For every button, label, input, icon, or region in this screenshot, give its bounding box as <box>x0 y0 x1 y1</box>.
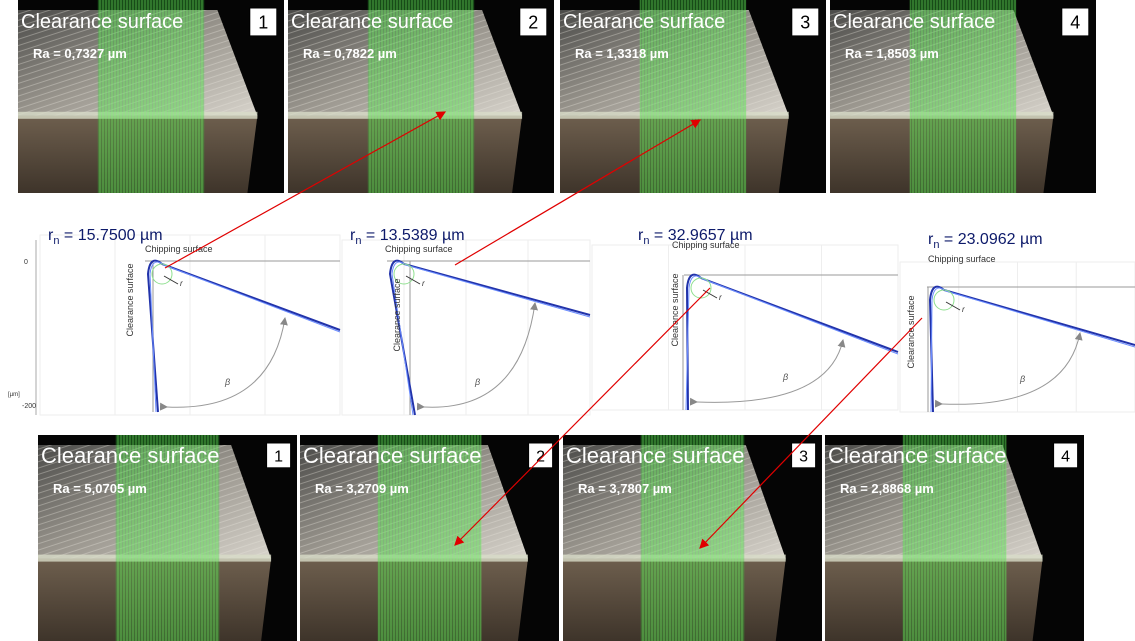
panel-number: 3 <box>799 448 808 465</box>
roughness-label: Ra = 0,7327 µm <box>33 46 127 61</box>
chipping-label: Chipping surface <box>145 244 213 254</box>
panel-number: 2 <box>528 13 538 33</box>
panel-number: 2 <box>536 448 545 465</box>
roughness-label: Ra = 2,8868 µm <box>840 481 934 496</box>
panel-number: 1 <box>258 13 268 33</box>
axis-unit-label: [µm] <box>8 392 20 398</box>
micrograph-panel: Clearance surface 4 Ra = 1,8503 µm <box>830 0 1096 193</box>
micrograph-panel: Clearance surface 3 Ra = 3,7807 µm <box>563 435 822 641</box>
radius-value: = 15.7500 µm <box>59 227 162 244</box>
roughness-label: Ra = 3,2709 µm <box>315 481 409 496</box>
radius-symbol: r <box>180 279 183 288</box>
panel-title: Clearance surface <box>828 443 1007 468</box>
roughness-label: Ra = 1,8503 µm <box>845 46 939 61</box>
clearance-label: Clearance surface <box>670 273 680 346</box>
panel-number: 3 <box>800 13 810 33</box>
panel-title: Clearance surface <box>563 11 725 33</box>
panel-title: Clearance surface <box>833 11 995 33</box>
profile-plot: r β Chipping surface Clearance surface <box>40 235 340 415</box>
panel-title: Clearance surface <box>303 443 482 468</box>
micrograph-panel: Clearance surface 2 Ra = 0,7822 µm <box>288 0 554 193</box>
micrograph-panel: Clearance surface 4 Ra = 2,8868 µm <box>825 435 1084 641</box>
clearance-label: Clearance surface <box>125 263 135 336</box>
wedge-angle-symbol: β <box>1019 374 1025 384</box>
panel-title: Clearance surface <box>21 11 183 33</box>
radius-value: = 13.5389 µm <box>361 227 464 244</box>
panel-number: 4 <box>1061 448 1070 465</box>
chipping-label: Chipping surface <box>928 254 996 264</box>
wedge-angle-symbol: β <box>782 372 788 382</box>
panel-title: Clearance surface <box>566 443 745 468</box>
roughness-label: Ra = 3,7807 µm <box>578 481 672 496</box>
figure: Clearance surface1Ra = 0,7327 µmClearanc… <box>0 0 1135 641</box>
micrograph-panel: Clearance surface 1 Ra = 5,0705 µm <box>38 435 297 641</box>
roughness-label: Ra = 5,0705 µm <box>53 481 147 496</box>
roughness-label: Ra = 0,7822 µm <box>303 46 397 61</box>
micrograph-panel: Clearance surface 1 Ra = 0,7327 µm <box>18 0 284 193</box>
panel-title: Clearance surface <box>291 11 453 33</box>
profile-plot: r β Chipping surface Clearance surface <box>342 240 590 415</box>
wedge-angle-symbol: β <box>474 377 480 387</box>
panel-number: 4 <box>1070 13 1080 33</box>
roughness-label: Ra = 1,3318 µm <box>575 46 669 61</box>
radius-symbol: r <box>962 305 965 314</box>
profile-plot: r β Chipping surface Clearance surface <box>900 254 1135 412</box>
micrograph-panel: Clearance surface 3 Ra = 1,3318 µm <box>560 0 826 193</box>
edge-radius-label: rn = 23.0962 µm <box>928 231 1043 251</box>
axis-zero-label: 0 <box>24 259 28 266</box>
radius-symbol: r <box>422 279 425 288</box>
radius-symbol: r <box>719 293 722 302</box>
axis-lower-label: -200 <box>22 403 36 410</box>
panel-number: 1 <box>274 448 283 465</box>
clearance-label: Clearance surface <box>906 295 916 368</box>
clearance-label: Clearance surface <box>392 278 402 351</box>
micrograph-panel: Clearance surface 2 Ra = 3,2709 µm <box>300 435 559 641</box>
radius-value: = 23.0962 µm <box>939 231 1042 248</box>
panel-title: Clearance surface <box>41 443 220 468</box>
radius-value: = 32.9657 µm <box>649 227 752 244</box>
wedge-angle-symbol: β <box>224 377 230 387</box>
chipping-label: Chipping surface <box>385 244 453 254</box>
